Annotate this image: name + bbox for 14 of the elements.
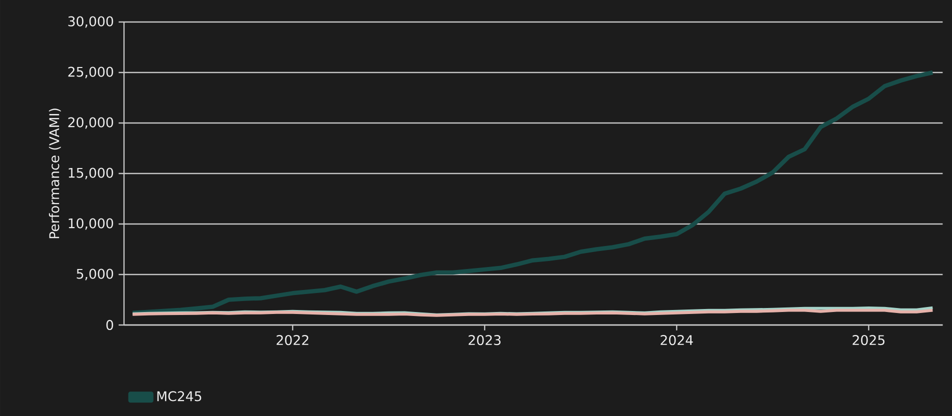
y-tick-label: 20,000 xyxy=(68,117,114,129)
x-tick-label: 2024 xyxy=(660,335,693,346)
y-tick-label: 5,000 xyxy=(76,268,114,280)
y-tick-label: 30,000 xyxy=(68,16,114,28)
legend-label: MC245 xyxy=(157,391,202,402)
x-tick-label: 2025 xyxy=(852,335,884,346)
y-tick-label: 25,000 xyxy=(68,66,114,78)
y-tick-label: 0 xyxy=(106,320,114,330)
line-series xyxy=(130,70,935,315)
x-tick-label: 2022 xyxy=(276,335,308,346)
y-tick-label: 15,000 xyxy=(68,168,114,180)
y-tick-label: 10,000 xyxy=(68,218,114,230)
x-tick-label: 2023 xyxy=(468,335,501,346)
y-axis-title: Performance (VAMI) xyxy=(48,108,61,238)
